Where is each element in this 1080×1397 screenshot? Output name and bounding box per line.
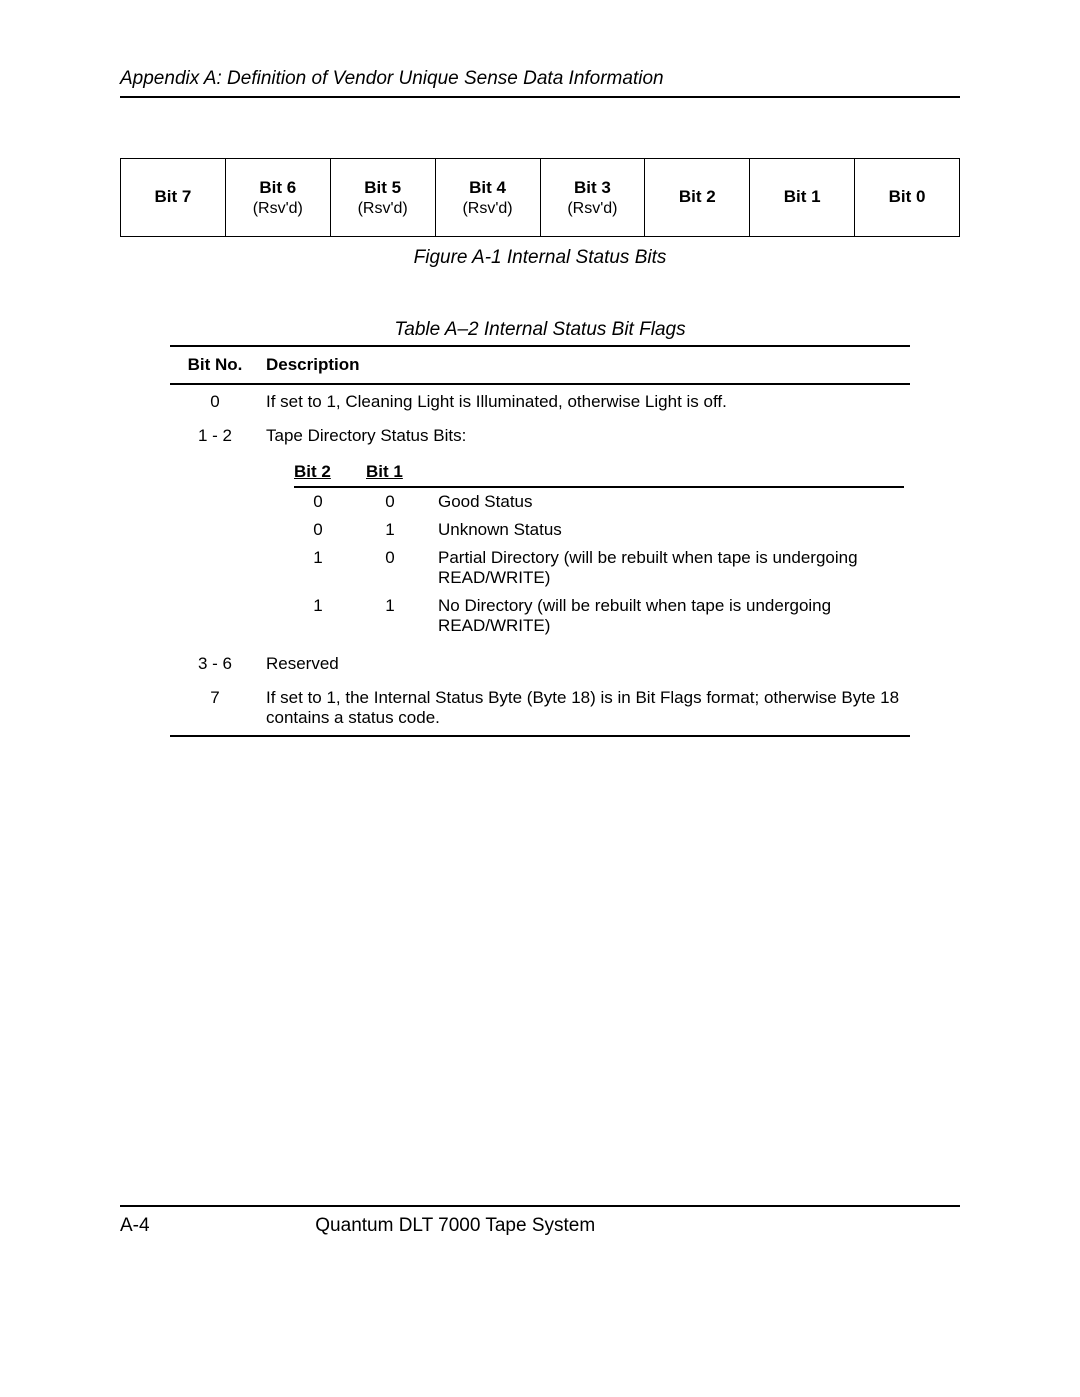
row7-desc: If set to 1, the Internal Status Byte (B…	[260, 681, 910, 735]
row0-desc: If set to 1, Cleaning Light is Illuminat…	[260, 384, 910, 419]
internal-status-bits-figure: Bit 7 Bit 6 (Rsv'd) Bit 5 (Rsv'd) Bit 4 …	[120, 158, 960, 237]
sub-r1-a: 0	[294, 516, 366, 544]
page-content: Appendix A: Definition of Vendor Unique …	[0, 0, 1080, 737]
row3-bit: 3 - 6	[170, 647, 260, 681]
bit2-label: Bit 2	[645, 187, 749, 207]
page-number: A-4	[120, 1215, 310, 1237]
table-caption: Table A–2 Internal Status Bit Flags	[120, 319, 960, 341]
bit7-label: Bit 7	[121, 187, 225, 207]
table-row: 3 - 6 Reserved	[170, 647, 910, 681]
row3-desc: Reserved	[260, 647, 910, 681]
subtable-row: 1 0 Partial Directory (will be rebuilt w…	[294, 544, 904, 592]
table-row: Bit 2 Bit 1 0 0 Good Status 0 1 Unk	[170, 453, 910, 647]
bit1-label: Bit 1	[750, 187, 854, 207]
sub-r1-d: Unknown Status	[438, 516, 904, 544]
col-header-bitno: Bit No.	[170, 347, 260, 384]
row1-bit: 1 - 2	[170, 419, 260, 453]
bit0-label: Bit 0	[855, 187, 959, 207]
sub-r2-d: Partial Directory (will be rebuilt when …	[438, 544, 904, 592]
page-header: Appendix A: Definition of Vendor Unique …	[120, 68, 960, 98]
flags-table-wrap: Bit No. Description 0 If set to 1, Clean…	[170, 345, 910, 737]
table-row: 7 If set to 1, the Internal Status Byte …	[170, 681, 910, 735]
sub-r3-a: 1	[294, 592, 366, 640]
row1-desc: Tape Directory Status Bits:	[260, 419, 910, 453]
sub-r0-b: 0	[366, 487, 438, 516]
bit5-cell: Bit 5 (Rsv'd)	[330, 159, 435, 237]
bit3-cell: Bit 3 (Rsv'd)	[540, 159, 645, 237]
table-bottom-rule	[170, 735, 910, 737]
sub-r2-a: 1	[294, 544, 366, 592]
bit5-sub: (Rsv'd)	[331, 200, 435, 218]
row0-bit: 0	[170, 384, 260, 419]
footer-title: Quantum DLT 7000 Tape System	[315, 1215, 595, 1237]
bit1-cell: Bit 1	[750, 159, 855, 237]
bit6-cell: Bit 6 (Rsv'd)	[225, 159, 330, 237]
bit4-label: Bit 4	[436, 178, 540, 198]
internal-status-bit-flags-table: Bit No. Description 0 If set to 1, Clean…	[170, 347, 910, 735]
sub-header-bit1: Bit 1	[366, 460, 438, 487]
bit4-cell: Bit 4 (Rsv'd)	[435, 159, 540, 237]
bit4-sub: (Rsv'd)	[436, 200, 540, 218]
sub-r3-d: No Directory (will be rebuilt when tape …	[438, 592, 904, 640]
figure-caption: Figure A-1 Internal Status Bits	[120, 247, 960, 269]
tape-directory-subtable: Bit 2 Bit 1 0 0 Good Status 0 1 Unk	[294, 460, 904, 640]
page-footer: A-4 Quantum DLT 7000 Tape System	[120, 1205, 960, 1237]
subtable-row: 0 0 Good Status	[294, 487, 904, 516]
sub-r0-d: Good Status	[438, 487, 904, 516]
sub-r3-b: 1	[366, 592, 438, 640]
bit6-sub: (Rsv'd)	[226, 200, 330, 218]
bit3-sub: (Rsv'd)	[541, 200, 645, 218]
col-header-description: Description	[260, 347, 910, 384]
bit7-cell: Bit 7	[121, 159, 226, 237]
subtable-row: 0 1 Unknown Status	[294, 516, 904, 544]
row7-bit: 7	[170, 681, 260, 735]
sub-r0-a: 0	[294, 487, 366, 516]
bit0-cell: Bit 0	[855, 159, 960, 237]
table-row: 0 If set to 1, Cleaning Light is Illumin…	[170, 384, 910, 419]
sub-r2-b: 0	[366, 544, 438, 592]
bit5-label: Bit 5	[331, 178, 435, 198]
bit6-label: Bit 6	[226, 178, 330, 198]
bit2-cell: Bit 2	[645, 159, 750, 237]
sub-r1-b: 1	[366, 516, 438, 544]
sub-header-bit2: Bit 2	[294, 460, 366, 487]
tape-directory-subtable-cell: Bit 2 Bit 1 0 0 Good Status 0 1 Unk	[260, 453, 910, 647]
bit3-label: Bit 3	[541, 178, 645, 198]
table-row: 1 - 2 Tape Directory Status Bits:	[170, 419, 910, 453]
subtable-row: 1 1 No Directory (will be rebuilt when t…	[294, 592, 904, 640]
